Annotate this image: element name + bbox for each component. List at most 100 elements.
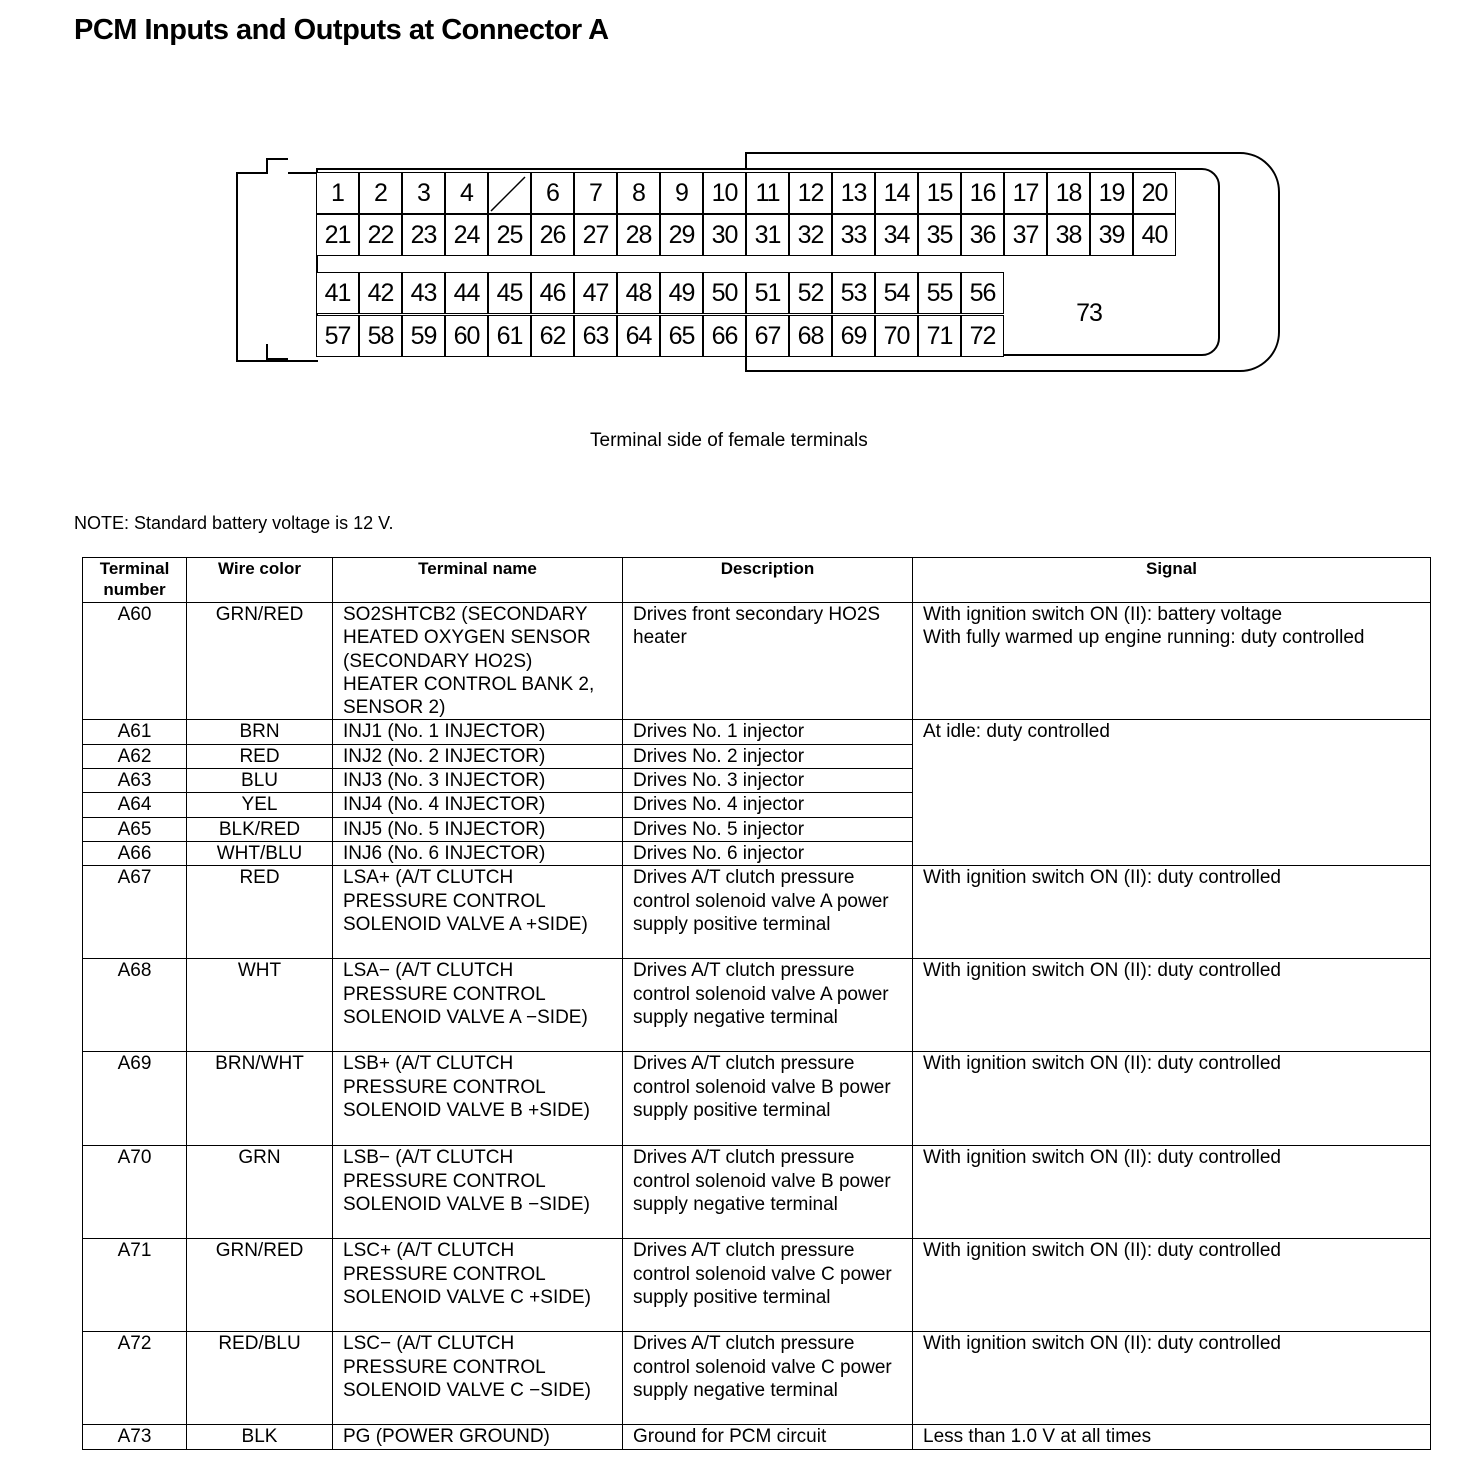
wire-color-cell: RED/BLU — [186, 1331, 333, 1426]
connector-latch-body — [236, 172, 318, 362]
terminal-1: 1 — [316, 172, 359, 214]
terminal-number-cell: A69 — [82, 1051, 187, 1147]
terminal-number-cell: A66 — [82, 840, 187, 867]
terminal-6: 6 — [531, 172, 574, 214]
terminal-35: 35 — [918, 214, 961, 256]
terminal-37: 37 — [1004, 214, 1047, 256]
terminal-44: 44 — [445, 272, 488, 314]
terminal-46: 46 — [531, 272, 574, 314]
terminal-48: 48 — [617, 272, 660, 314]
terminal-number-cell: A63 — [82, 768, 187, 794]
header-description: Description — [622, 557, 913, 603]
terminal-23: 23 — [402, 214, 445, 256]
terminal-number-cell: A72 — [82, 1331, 187, 1426]
terminal-47: 47 — [574, 272, 617, 314]
wire-color-cell: BRN/WHT — [186, 1051, 333, 1147]
terminal-number-cell: A60 — [82, 601, 187, 721]
table-row: A65 BLK/RED INJ5 (No. 5 INJECTOR) Drives No… — [82, 816, 1431, 842]
description-cell: Drives No. 4 injector — [622, 792, 913, 818]
terminal-49: 49 — [660, 272, 703, 314]
terminal-29: 29 — [660, 214, 703, 256]
terminal-name-cell: LSC+ (A/T CLUTCH PRESSURE CONTROL SOLENO… — [332, 1238, 623, 1333]
terminal-7: 7 — [574, 172, 617, 214]
terminal-8: 8 — [617, 172, 660, 214]
description-cell: Ground for PCM circuit — [622, 1424, 913, 1450]
terminal-65: 65 — [660, 315, 703, 357]
terminal-22: 22 — [359, 214, 402, 256]
terminal-67: 67 — [746, 315, 789, 357]
terminal-name-cell: PG (POWER GROUND) — [332, 1424, 623, 1450]
terminal-13: 13 — [832, 172, 875, 214]
table-row: A64 YEL INJ4 (No. 4 INJECTOR) Drives No. 4 … — [82, 792, 1431, 818]
wire-color-cell: BRN — [186, 719, 333, 745]
wire-color-cell: BLU — [186, 768, 333, 794]
description-cell: Drives No. 3 injector — [622, 768, 913, 794]
signal-cell: With ignition switch ON (II): duty contr… — [912, 958, 1431, 1053]
terminal-58: 58 — [359, 315, 402, 357]
terminal-10: 10 — [703, 172, 746, 214]
terminal-name-cell: LSA+ (A/T CLUTCH PRESSURE CONTROL SOLENO… — [332, 865, 623, 960]
note: NOTE: Standard battery voltage is 12 V. — [74, 513, 394, 533]
signal-cell: At idle: duty controlled — [912, 719, 1431, 867]
terminal-39: 39 — [1090, 214, 1133, 256]
terminal-number-cell: A67 — [82, 865, 187, 960]
terminal-34: 34 — [875, 214, 918, 256]
table-row: A68 WHT LSA− (A/T CLUTCH PRESSURE CONTROL … — [82, 958, 1431, 1053]
terminal-56: 56 — [961, 272, 1004, 314]
signal-cell: With ignition switch ON (II): duty contr… — [912, 1051, 1431, 1147]
terminal-name-cell: LSA− (A/T CLUTCH PRESSURE CONTROL SOLENO… — [332, 958, 623, 1053]
terminal-name-cell: LSB− (A/T CLUTCH PRESSURE CONTROL SOLENO… — [332, 1145, 623, 1240]
wire-color-cell: BLK/RED — [186, 816, 333, 842]
table-row: A66 WHT/BLU INJ6 (No. 6 INJECTOR) Drives No… — [82, 840, 1431, 867]
signal-cell: With ignition switch ON (II): duty contr… — [912, 1331, 1431, 1426]
description-cell: Drives A/T clutch pressure control solen… — [622, 958, 913, 1053]
header-terminal-number: Terminal number — [82, 557, 187, 603]
terminal-26: 26 — [531, 214, 574, 256]
terminal-number-cell: A70 — [82, 1145, 187, 1240]
terminal-62: 62 — [531, 315, 574, 357]
terminal-unused — [488, 172, 531, 214]
description-cell: Drives A/T clutch pressure control solen… — [622, 1145, 913, 1240]
signal-cell: With ignition switch ON (II): battery vo… — [912, 601, 1431, 721]
terminal-name-cell: INJ5 (No. 5 INJECTOR) — [332, 816, 623, 842]
terminal-61: 61 — [488, 315, 531, 357]
terminal-4: 4 — [445, 172, 488, 214]
terminal-66: 66 — [703, 315, 746, 357]
terminal-38: 38 — [1047, 214, 1090, 256]
terminal-3: 3 — [402, 172, 445, 214]
wire-color-cell: GRN/RED — [186, 601, 333, 721]
terminal-number-cell: A65 — [82, 816, 187, 842]
terminal-57: 57 — [316, 315, 359, 357]
signal-cell: With ignition switch ON (II): duty contr… — [912, 865, 1431, 960]
wire-color-cell: RED — [186, 743, 333, 770]
terminal-25: 25 — [488, 214, 531, 256]
terminal-43: 43 — [402, 272, 445, 314]
description-cell: Drives No. 6 injector — [622, 840, 913, 867]
description-cell: Drives A/T clutch pressure control solen… — [622, 1051, 913, 1147]
unused-slash-icon — [490, 176, 526, 212]
terminal-45: 45 — [488, 272, 531, 314]
table-row: A62 RED INJ2 (No. 2 INJECTOR) Drives No. 2 … — [82, 743, 1431, 770]
signal-cell: With ignition switch ON (II): duty contr… — [912, 1238, 1431, 1333]
page-title: PCM Inputs and Outputs at Connector A — [74, 14, 609, 46]
terminal-name-cell: SO2SHTCB2 (SECONDARY HEATED OXYGEN SENSO… — [332, 601, 623, 721]
terminal-70: 70 — [875, 315, 918, 357]
connector-notch-bottom — [266, 344, 288, 360]
terminal-31: 31 — [746, 214, 789, 256]
terminal-name-cell: LSB+ (A/T CLUTCH PRESSURE CONTROL SOLENO… — [332, 1051, 623, 1147]
terminal-64: 64 — [617, 315, 660, 357]
terminal-27: 27 — [574, 214, 617, 256]
terminal-name-cell: INJ3 (No. 3 INJECTOR) — [332, 768, 623, 794]
terminal-40: 40 — [1133, 214, 1176, 256]
terminal-53: 53 — [832, 272, 875, 314]
terminal-60: 60 — [445, 315, 488, 357]
wire-color-cell: RED — [186, 865, 333, 960]
wire-color-cell: GRN — [186, 1145, 333, 1240]
diagram-caption: Terminal side of female terminals — [590, 430, 868, 451]
terminal-15: 15 — [918, 172, 961, 214]
terminal-11: 11 — [746, 172, 789, 214]
terminal-20: 20 — [1133, 172, 1176, 214]
wire-color-cell: GRN/RED — [186, 1238, 333, 1333]
terminal-number-cell: A71 — [82, 1238, 187, 1333]
terminal-69: 69 — [832, 315, 875, 357]
